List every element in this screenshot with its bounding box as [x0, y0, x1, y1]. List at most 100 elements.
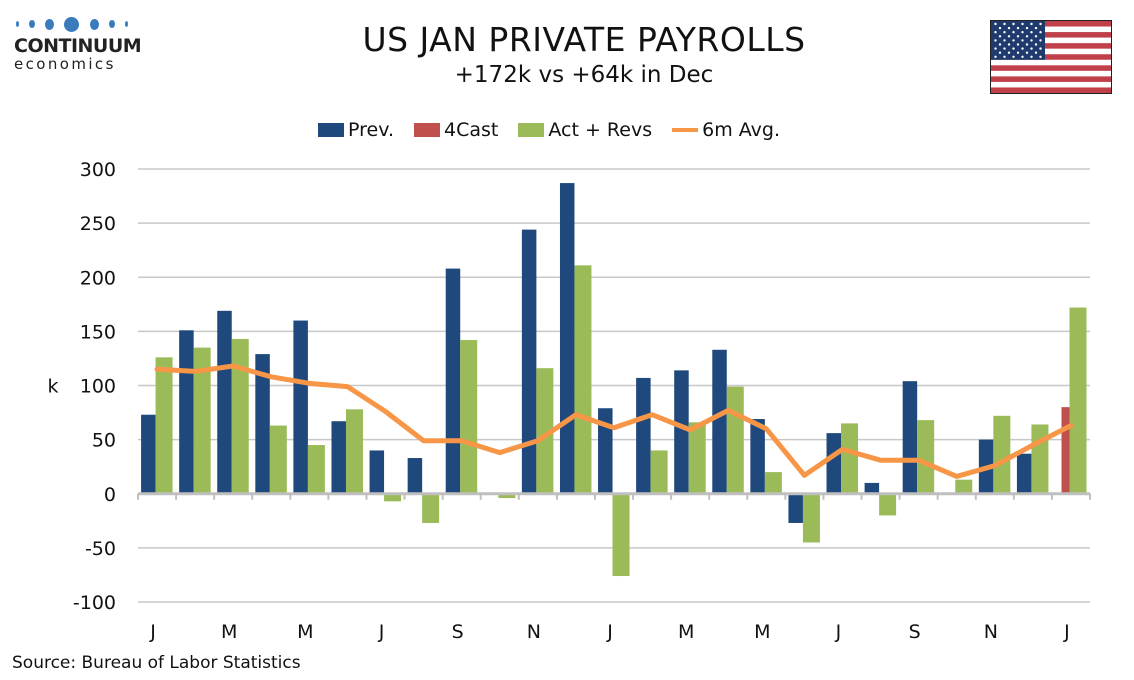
bar-prev — [902, 381, 918, 494]
flag-star — [1030, 31, 1033, 34]
bar-prev — [369, 450, 385, 494]
flag-star — [994, 47, 997, 50]
legend-label-forecast: 4Cast — [444, 119, 499, 141]
bar-actual — [231, 338, 249, 494]
bar-prev — [217, 310, 232, 494]
bar-actual — [269, 425, 287, 494]
x-axis — [137, 492, 1091, 500]
bar-actual — [917, 420, 935, 494]
bar-actual — [574, 265, 592, 494]
bar-prev — [864, 482, 880, 494]
bar-actual — [193, 347, 211, 494]
flag-star — [1012, 55, 1015, 58]
bar-prev — [559, 183, 575, 494]
bar-prev — [712, 349, 727, 494]
flag-star — [1034, 51, 1038, 54]
flag-star — [1021, 39, 1024, 42]
flag-stripe — [991, 48, 1111, 55]
flag-star — [1039, 47, 1042, 50]
flag-star — [1039, 39, 1042, 42]
bar-actual — [612, 493, 630, 577]
flag-stripe — [991, 32, 1111, 38]
flag-stripe — [991, 54, 1111, 60]
y-tick-label: 200 — [80, 267, 116, 289]
bar-prev — [826, 433, 842, 494]
flag-star — [1030, 22, 1033, 26]
bar-actual — [1031, 424, 1049, 494]
y-tick-label: -100 — [73, 592, 116, 614]
bar-actual — [764, 472, 782, 494]
bar-actual — [345, 409, 363, 494]
legend-swatch-avg — [672, 128, 699, 132]
x-tick-label: M — [754, 621, 770, 643]
x-tick-label: M — [678, 621, 694, 643]
flag-star — [1016, 51, 1020, 54]
legend-swatch-forecast — [414, 123, 441, 137]
flag-star — [1034, 26, 1038, 30]
flag-star — [1039, 31, 1042, 34]
bars — [141, 183, 1087, 577]
flag-star — [1030, 55, 1033, 58]
legend-label-prev: Prev. — [348, 119, 395, 141]
avg-line-layer — [154, 363, 1074, 479]
flag-star — [1025, 43, 1029, 46]
flag-stripe — [991, 76, 1111, 83]
legend-label-actual: Act + Revs — [548, 119, 653, 141]
chart-subtitle: +172k vs +64k in Dec — [454, 62, 714, 88]
y-tick-label: 250 — [80, 213, 116, 235]
flag-star — [1016, 43, 1020, 46]
flag-stripe — [991, 43, 1111, 49]
bar-prev — [255, 354, 270, 494]
flag-star — [1012, 47, 1015, 50]
legend-swatch-prev — [318, 123, 344, 137]
legend-label-avg: 6m Avg. — [702, 119, 780, 141]
flag-star — [998, 43, 1002, 46]
bar-actual — [155, 357, 173, 494]
bar-forecast — [1061, 407, 1070, 494]
bar-prev — [598, 408, 613, 494]
bar-prev — [293, 320, 308, 494]
flag-star — [994, 31, 997, 34]
bar-actual — [955, 479, 973, 494]
flag-star — [1021, 31, 1024, 34]
x-tick-label: J — [835, 621, 842, 643]
bar-prev — [141, 414, 156, 494]
bar-actual — [536, 368, 554, 494]
bar-actual — [460, 340, 478, 494]
flag-star — [1012, 39, 1015, 42]
y-axis-label: k — [47, 376, 58, 398]
bar-actual — [802, 493, 820, 543]
flag-star — [1003, 47, 1006, 50]
chart-title: US JAN PRIVATE PAYROLLS — [362, 20, 806, 59]
bar-prev — [1016, 453, 1032, 494]
flag-star — [994, 55, 997, 58]
flag-star — [1016, 26, 1020, 30]
x-tick-label: J — [378, 621, 385, 643]
y-tick-label: 150 — [80, 321, 116, 343]
bar-actual — [841, 423, 859, 494]
flag-stripe — [991, 21, 1111, 27]
flag-stripe — [991, 65, 1111, 72]
bar-actual — [688, 422, 706, 494]
bar-actual — [993, 415, 1011, 494]
flag-stripe — [991, 26, 1111, 33]
x-tick-label: J — [1063, 621, 1070, 643]
chart-legend: Prev. 4Cast Act + Revs 6m Avg. — [318, 119, 800, 141]
flag-stripe — [991, 37, 1111, 44]
y-tick-label: 50 — [92, 430, 116, 452]
bar-actual — [879, 493, 897, 516]
x-tick-label: J — [149, 621, 156, 643]
x-tick-label: J — [606, 621, 613, 643]
logo-dots-icon — [16, 14, 128, 34]
y-tick-label: 100 — [80, 376, 116, 398]
flag-star — [1003, 55, 1006, 58]
bar-actual — [1069, 307, 1087, 494]
bar-prev — [179, 330, 194, 494]
y-tick-label: -50 — [85, 538, 116, 560]
flag-star — [994, 39, 997, 42]
flag-star — [1039, 22, 1042, 26]
flag-star — [1012, 22, 1015, 26]
bar-prev — [331, 421, 346, 494]
flag-star — [1012, 31, 1015, 34]
